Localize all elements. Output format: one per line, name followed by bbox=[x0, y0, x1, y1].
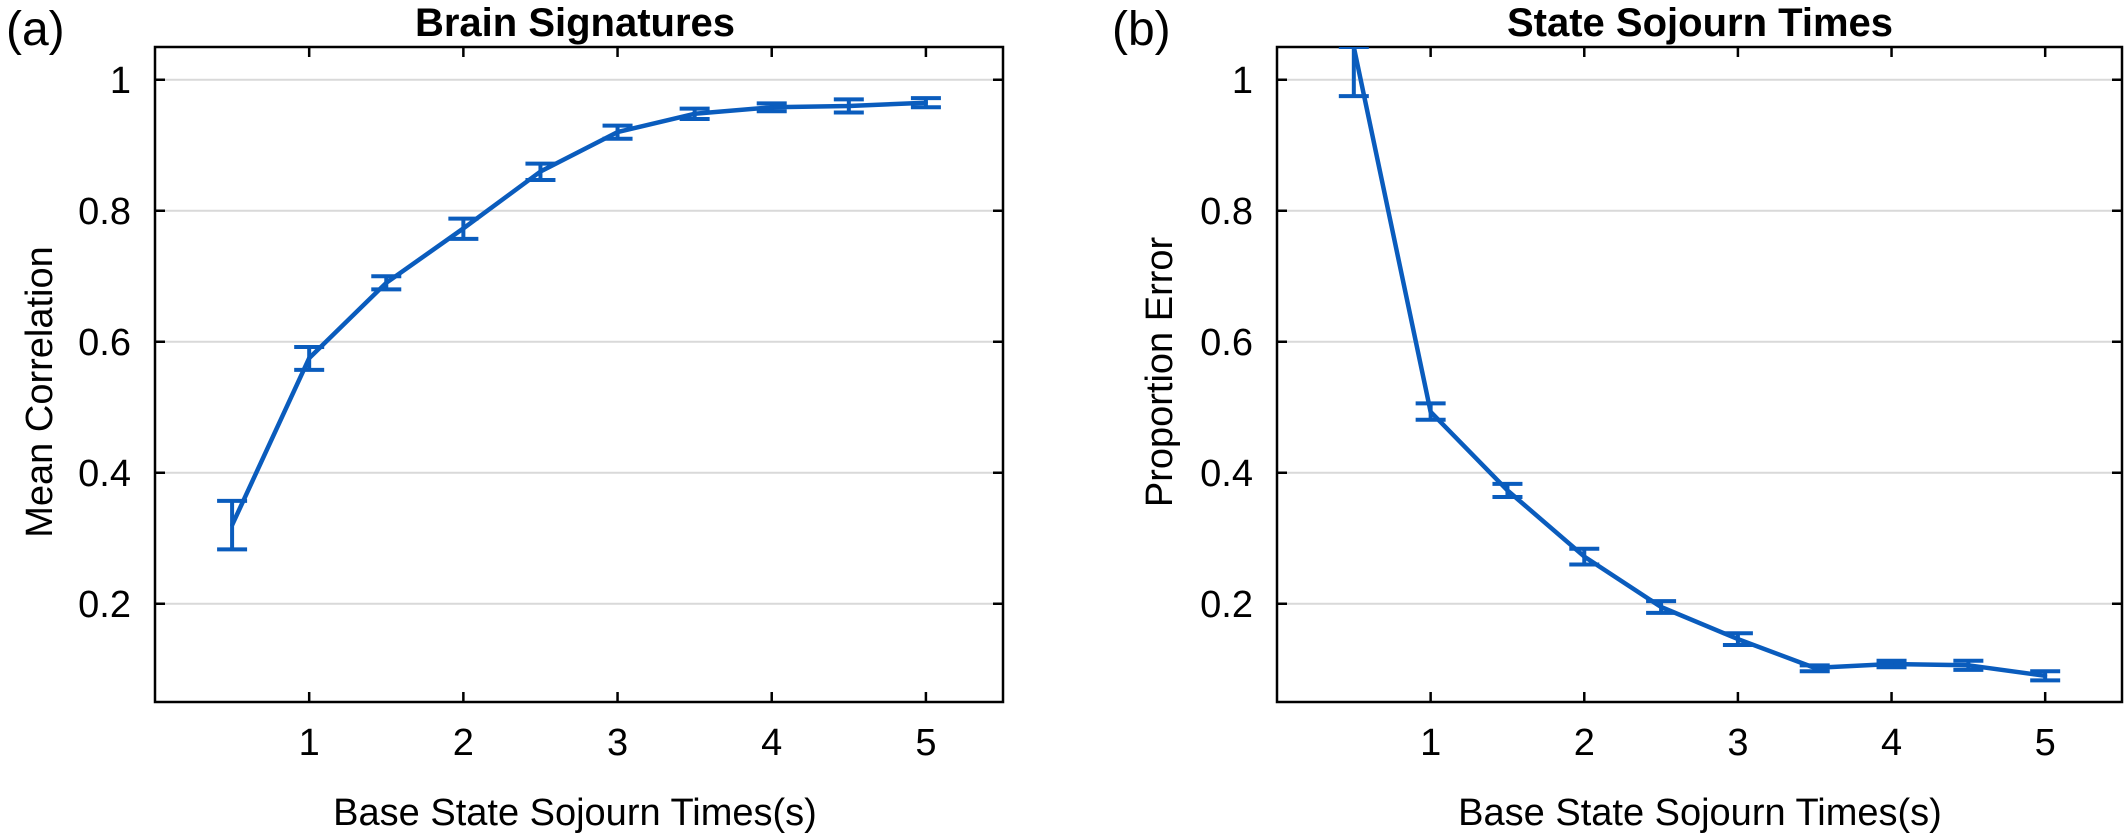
data-point-b-2 bbox=[1505, 488, 1510, 493]
y-axis-label-b: Proportion Error bbox=[1139, 236, 1181, 507]
y-axis-label-a: Mean Correlation bbox=[19, 246, 61, 537]
data-point-a-6 bbox=[692, 111, 697, 116]
x-tick-label-a-3: 4 bbox=[761, 722, 782, 764]
x-tick-label-b-1: 2 bbox=[1574, 722, 1595, 764]
x-axis-label-a: Base State Sojourn Times(s) bbox=[333, 792, 817, 834]
y-tick-label-b-3: 0.8 bbox=[1200, 191, 1253, 233]
y-tick-label-a-3: 0.8 bbox=[78, 191, 131, 233]
y-tick-label-a-4: 1 bbox=[110, 60, 131, 102]
axes-frame-a bbox=[153, 45, 1005, 704]
y-tick-label-b-0: 0.2 bbox=[1200, 584, 1253, 626]
y-tick-label-b-2: 0.6 bbox=[1200, 322, 1253, 364]
data-layer-a bbox=[217, 96, 941, 552]
data-point-b-6 bbox=[1812, 665, 1817, 670]
data-point-a-3 bbox=[461, 226, 466, 231]
x-tick-label-b-0: 1 bbox=[1420, 722, 1441, 764]
data-point-b-0 bbox=[1351, 47, 1356, 49]
x-tick-label-b-4: 5 bbox=[2035, 722, 2056, 764]
data-point-b-7 bbox=[1889, 662, 1894, 667]
error-bar-b-0 bbox=[1338, 47, 1369, 99]
x-tick-label-b-2: 3 bbox=[1727, 722, 1748, 764]
data-point-a-9 bbox=[923, 100, 928, 105]
data-point-a-1 bbox=[307, 356, 312, 361]
x-tick-label-a-0: 1 bbox=[299, 722, 320, 764]
y-tick-label-b-4: 1 bbox=[1232, 60, 1253, 102]
x-tick-label-b-3: 4 bbox=[1881, 722, 1902, 764]
panel-b: (b) State Sojourn Times Base State Sojou… bbox=[1112, 1, 2124, 834]
x-axis-label-b: Base State Sojourn Times(s) bbox=[1458, 792, 1942, 834]
data-point-a-5 bbox=[615, 130, 620, 135]
x-tick-label-a-4: 5 bbox=[915, 722, 936, 764]
series-line-b-0 bbox=[1351, 47, 2046, 679]
panel-a: (a) Brain Signatures Base State Sojourn … bbox=[6, 1, 1005, 834]
data-point-b-9 bbox=[2043, 673, 2048, 678]
data-point-b-5 bbox=[1735, 637, 1740, 642]
data-point-b-8 bbox=[1966, 663, 1971, 668]
y-tick-label-b-1: 0.4 bbox=[1200, 453, 1253, 495]
data-point-a-4 bbox=[538, 169, 543, 174]
series-line-a-0 bbox=[230, 100, 926, 527]
axes-frame-b bbox=[1275, 45, 2124, 704]
data-point-a-7 bbox=[769, 105, 774, 110]
panel-letter-a: (a) bbox=[6, 3, 65, 56]
y-tick-label-a-0: 0.2 bbox=[78, 584, 131, 626]
data-layer-b bbox=[1338, 47, 2061, 683]
data-point-b-3 bbox=[1582, 554, 1587, 559]
x-tick-label-a-1: 2 bbox=[453, 722, 474, 764]
data-point-a-0 bbox=[230, 523, 235, 528]
plot-area-a: 0.2 0.4 0.6 0.8 1 1 2 3 4 5 bbox=[78, 45, 1005, 764]
data-point-b-1 bbox=[1428, 409, 1433, 414]
plot-area-b: 0.2 0.4 0.6 0.8 1 1 2 3 4 5 bbox=[1200, 45, 2124, 764]
chart-title-a: Brain Signatures bbox=[415, 1, 735, 45]
y-tick-label-a-2: 0.6 bbox=[78, 322, 131, 364]
chart-title-b: State Sojourn Times bbox=[1507, 1, 1893, 45]
data-point-a-8 bbox=[846, 103, 851, 108]
x-tick-label-a-2: 3 bbox=[607, 722, 628, 764]
y-tick-label-a-1: 0.4 bbox=[78, 453, 131, 495]
data-point-b-4 bbox=[1659, 605, 1664, 610]
panel-letter-b: (b) bbox=[1112, 3, 1171, 56]
data-point-a-2 bbox=[384, 280, 389, 285]
